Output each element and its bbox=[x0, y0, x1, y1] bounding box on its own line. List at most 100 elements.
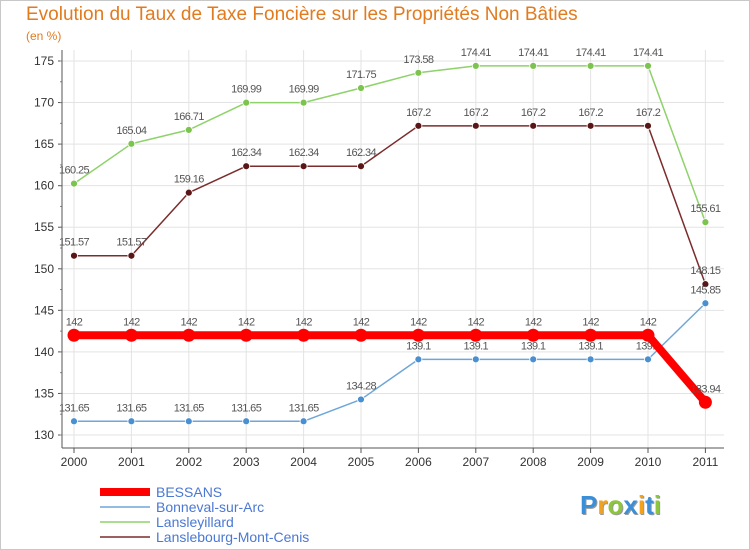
data-label-lansleyillard: 174.41 bbox=[633, 47, 664, 59]
data-label-bessans: 142 bbox=[123, 316, 140, 328]
data-point-bonneval-sur-arc bbox=[70, 417, 78, 426]
data-point-bessans bbox=[354, 328, 368, 342]
chart-title: Evolution du Taux de Taxe Foncière sur l… bbox=[26, 4, 578, 25]
data-point-bonneval-sur-arc bbox=[242, 417, 251, 426]
data-label-lanslebourg-mont-cenis: 167.2 bbox=[636, 107, 661, 119]
data-label-bessans: 142 bbox=[468, 316, 485, 328]
data-label-lansleyillard: 160.25 bbox=[59, 165, 90, 177]
x-tick-label: 2005 bbox=[348, 455, 375, 469]
plot-area bbox=[62, 50, 724, 448]
data-label-bonneval-sur-arc: 131.65 bbox=[231, 402, 262, 414]
data-point-lansleyillard bbox=[70, 179, 78, 188]
data-point-bessans bbox=[526, 328, 540, 342]
data-point-bonneval-sur-arc bbox=[184, 417, 193, 426]
data-point-lanslebourg-mont-cenis bbox=[70, 251, 78, 260]
data-point-bessans bbox=[297, 328, 311, 342]
data-point-lanslebourg-mont-cenis bbox=[357, 162, 365, 171]
data-label-bonneval-sur-arc: 139.1 bbox=[578, 340, 603, 352]
data-point-lansleyillard bbox=[529, 62, 538, 70]
data-point-lansleyillard bbox=[299, 98, 308, 107]
data-label-bonneval-sur-arc: 131.65 bbox=[59, 402, 90, 414]
data-label-lanslebourg-mont-cenis: 162.34 bbox=[231, 147, 262, 159]
data-label-bessans: 142 bbox=[525, 316, 542, 328]
logo-letter: i bbox=[653, 490, 661, 520]
data-point-bonneval-sur-arc bbox=[471, 355, 480, 364]
data-point-bessans bbox=[584, 328, 598, 342]
data-point-bonneval-sur-arc bbox=[644, 355, 652, 364]
data-label-bonneval-sur-arc: 139.1 bbox=[464, 340, 489, 352]
series-line-bessans bbox=[70, 331, 710, 407]
data-label-lanslebourg-mont-cenis: 151.57 bbox=[59, 237, 90, 249]
data-label-bessans: 142 bbox=[640, 316, 657, 328]
series-line-bonneval-sur-arc bbox=[73, 302, 707, 423]
y-tick-label: 140 bbox=[34, 345, 54, 359]
y-tick-label: 135 bbox=[34, 386, 54, 400]
logo-letter: o bbox=[607, 490, 624, 520]
data-label-lansleyillard: 173.58 bbox=[403, 54, 434, 66]
data-label-bonneval-sur-arc: 139.1 bbox=[521, 340, 546, 352]
logo-letter: r bbox=[597, 490, 608, 520]
series-line-lansleyillard bbox=[73, 65, 707, 223]
y-tick-label: 165 bbox=[34, 137, 54, 151]
data-point-bessans bbox=[182, 328, 196, 342]
y-tick-label: 150 bbox=[34, 262, 54, 276]
data-point-lansleyillard bbox=[644, 62, 652, 70]
data-label-bessans: 142 bbox=[295, 316, 312, 328]
data-label-bonneval-sur-arc: 131.65 bbox=[174, 402, 205, 414]
data-point-bessans bbox=[239, 328, 253, 342]
data-point-bessans bbox=[698, 395, 712, 409]
data-point-lanslebourg-mont-cenis bbox=[127, 251, 136, 260]
data-label-bonneval-sur-arc: 134.28 bbox=[346, 380, 377, 392]
data-label-lansleyillard: 174.41 bbox=[461, 47, 492, 59]
y-tick-label: 170 bbox=[34, 96, 54, 110]
data-point-lansleyillard bbox=[357, 84, 365, 92]
y-tick-label: 145 bbox=[34, 303, 54, 317]
x-tick-label: 2009 bbox=[577, 455, 604, 469]
x-tick-label: 2011 bbox=[692, 455, 718, 469]
data-label-lanslebourg-mont-cenis: 167.2 bbox=[521, 107, 546, 119]
data-label-bessans: 142 bbox=[582, 316, 599, 328]
data-label-bessans: 142 bbox=[353, 316, 370, 328]
legend-label-bonneval-sur-arc: Bonneval-sur-Arc bbox=[156, 499, 264, 515]
x-tick-label: 2002 bbox=[175, 455, 202, 469]
data-point-lanslebourg-mont-cenis bbox=[184, 188, 193, 197]
y-tick-label: 175 bbox=[34, 54, 54, 68]
x-tick-label: 2000 bbox=[61, 455, 88, 469]
data-label-bessans: 142 bbox=[238, 316, 255, 328]
data-label-lansleyillard: 169.99 bbox=[289, 84, 320, 96]
y-tick-label: 160 bbox=[34, 179, 54, 193]
data-label-lansleyillard: 171.75 bbox=[346, 69, 377, 81]
data-label-lansleyillard: 174.41 bbox=[518, 47, 549, 59]
y-tick-label: 130 bbox=[34, 428, 54, 442]
data-label-lanslebourg-mont-cenis: 148.15 bbox=[690, 265, 721, 277]
data-label-lanslebourg-mont-cenis: 159.16 bbox=[174, 174, 205, 186]
data-point-bessans bbox=[469, 328, 483, 342]
data-point-lansleyillard bbox=[586, 62, 595, 70]
x-tick-label: 2006 bbox=[405, 455, 432, 469]
data-point-lanslebourg-mont-cenis bbox=[586, 121, 595, 130]
data-label-bessans: 142 bbox=[66, 316, 83, 328]
x-tick-label: 2008 bbox=[520, 455, 547, 469]
data-label-lanslebourg-mont-cenis: 167.2 bbox=[464, 107, 489, 119]
data-point-lanslebourg-mont-cenis bbox=[299, 162, 308, 171]
data-point-bonneval-sur-arc bbox=[299, 417, 308, 426]
data-label-lansleyillard: 174.41 bbox=[576, 47, 607, 59]
data-label-bonneval-sur-arc: 131.65 bbox=[116, 402, 147, 414]
proxiti-logo: Proxiti bbox=[580, 490, 661, 521]
data-point-lanslebourg-mont-cenis bbox=[701, 280, 710, 289]
data-label-lanslebourg-mont-cenis: 151.57 bbox=[116, 237, 147, 249]
data-point-lanslebourg-mont-cenis bbox=[414, 121, 423, 130]
logo-letter: t bbox=[645, 490, 654, 520]
data-point-lansleyillard bbox=[184, 125, 193, 134]
data-point-bonneval-sur-arc bbox=[127, 417, 136, 426]
data-point-lanslebourg-mont-cenis bbox=[242, 162, 251, 171]
logo-letter: x bbox=[623, 490, 638, 520]
data-label-lansleyillard: 165.04 bbox=[116, 125, 147, 137]
data-point-bessans bbox=[124, 328, 138, 342]
x-tick-label: 2010 bbox=[635, 455, 662, 469]
data-label-bessans: 142 bbox=[181, 316, 198, 328]
logo-letter: P bbox=[580, 490, 598, 520]
data-label-lansleyillard: 155.61 bbox=[690, 203, 721, 215]
data-point-bonneval-sur-arc bbox=[701, 299, 710, 308]
